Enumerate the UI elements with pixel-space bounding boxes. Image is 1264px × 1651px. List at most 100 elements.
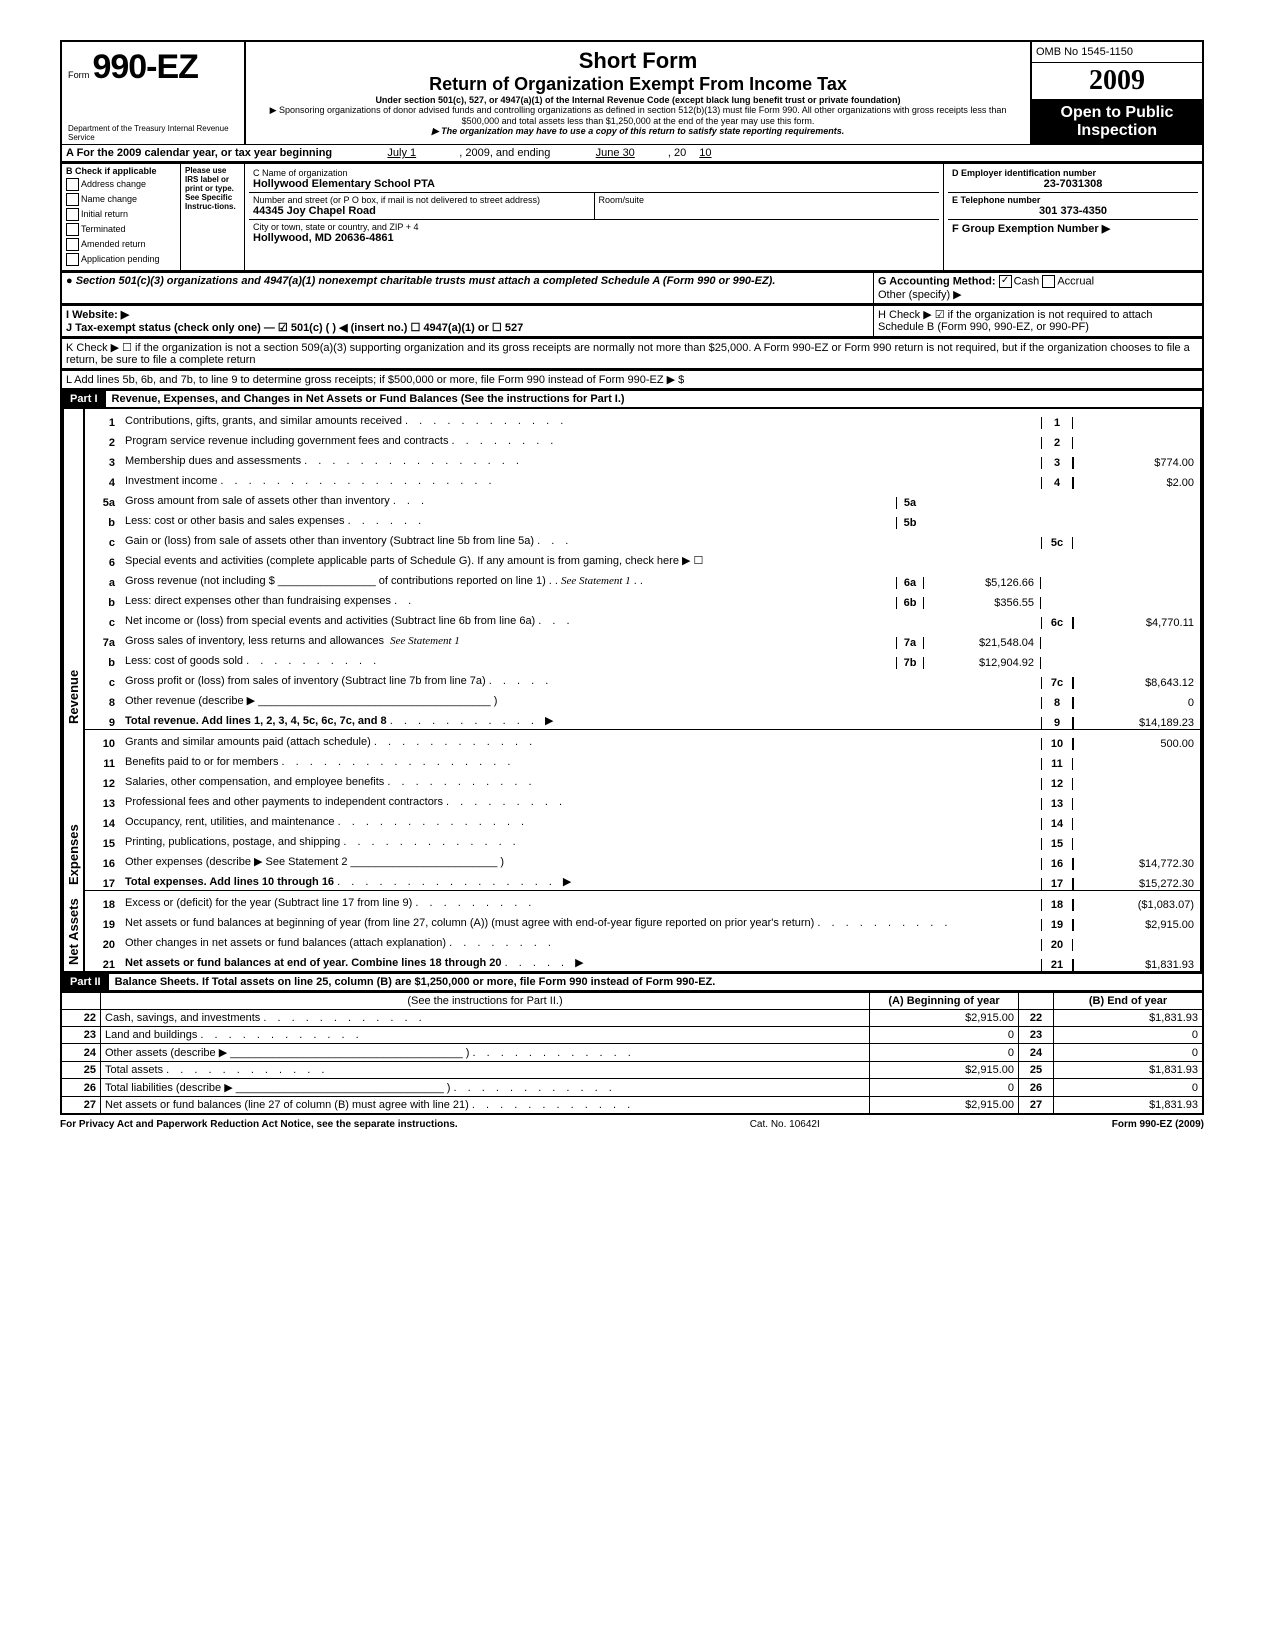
- l-label: L Add lines 5b, 6b, and 7b, to line 9 to…: [62, 371, 688, 388]
- chk-initial-return[interactable]: [66, 208, 79, 221]
- part2-label: Part II: [62, 974, 109, 990]
- l7a-desc: Gross sales of inventory, less returns a…: [125, 635, 384, 647]
- form-header: Form 990-EZ Department of the Treasury I…: [60, 40, 1204, 144]
- colA: (A) Beginning of year: [870, 993, 1019, 1010]
- subtitle: Under section 501(c), 527, or 4947(a)(1)…: [256, 95, 1020, 105]
- l6-desc: Special events and activities (complete …: [121, 552, 1041, 569]
- tax-year-begin: July 1: [347, 147, 456, 159]
- l19-desc: Net assets or fund balances at beginning…: [125, 917, 814, 929]
- part2-bar: Part II Balance Sheets. If Total assets …: [60, 973, 1204, 992]
- l7a-inner: $21,548.04: [923, 637, 1041, 649]
- section-b-heading: B Check if applicable: [66, 166, 157, 176]
- lbl-pending: Application pending: [81, 254, 160, 264]
- l15-desc: Printing, publications, postage, and shi…: [125, 836, 340, 848]
- c-label: C Name of organization: [253, 168, 935, 178]
- tax-year-yy: 10: [689, 147, 721, 159]
- l6a-desc: Gross revenue (not including $ _________…: [125, 575, 546, 587]
- line-a-text: A For the 2009 calendar year, or tax yea…: [66, 147, 332, 159]
- chk-cash[interactable]: ✓: [999, 275, 1012, 288]
- l12-desc: Salaries, other compensation, and employ…: [125, 776, 384, 788]
- note-bullet: ● Section 501(c)(3) organizations and 49…: [62, 273, 873, 303]
- row-bullet-g: ● Section 501(c)(3) organizations and 49…: [60, 272, 1204, 305]
- omb-number: OMB No 1545-1150: [1032, 42, 1202, 63]
- tax-year-end: June 30: [566, 147, 665, 159]
- k-label: K Check ▶ ☐ if the organization is not a…: [62, 339, 1202, 368]
- chk-address-change[interactable]: [66, 178, 79, 191]
- part1-label: Part I: [62, 391, 106, 407]
- l8-desc: Other revenue (describe ▶: [125, 695, 255, 707]
- form-990ez: Form 990-EZ Department of the Treasury I…: [60, 40, 1204, 1130]
- row-l: L Add lines 5b, 6b, and 7b, to line 9 to…: [60, 370, 1204, 390]
- dept-label: Department of the Treasury Internal Reve…: [68, 124, 238, 142]
- f-label: F Group Exemption Number ▶: [952, 223, 1110, 235]
- l1-desc: Contributions, gifts, grants, and simila…: [125, 415, 402, 427]
- lbl-address-change: Address change: [81, 179, 146, 189]
- row-k: K Check ▶ ☐ if the organization is not a…: [60, 338, 1204, 370]
- bs-row: 24Other assets (describe ▶ _____________…: [61, 1044, 1203, 1062]
- room-label: Room/suite: [594, 193, 940, 219]
- l6b-desc: Less: direct expenses other than fundrai…: [125, 595, 391, 607]
- org-name: Hollywood Elementary School PTA: [253, 178, 435, 190]
- revenue-block: Revenue 1Contributions, gifts, grants, a…: [60, 409, 1204, 730]
- section-b: B Check if applicable Address change Nam…: [62, 164, 181, 270]
- l17-desc: Total expenses. Add lines 10 through 16: [125, 876, 334, 888]
- cat-no: Cat. No. 10642I: [750, 1119, 820, 1130]
- l10-amt: 500.00: [1073, 738, 1200, 750]
- colB: (B) End of year: [1054, 993, 1204, 1010]
- l7b-desc: Less: cost of goods sold: [125, 655, 243, 667]
- chk-amended[interactable]: [66, 238, 79, 251]
- j-status: J Tax-exempt status (check only one) — ☑…: [66, 322, 523, 334]
- g-label: G Accounting Method:: [878, 275, 996, 287]
- l4-amt: $2.00: [1073, 477, 1200, 489]
- bs-row: 26Total liabilities (describe ▶ ________…: [61, 1079, 1203, 1097]
- l16-amt: $14,772.30: [1073, 858, 1200, 870]
- chk-terminated[interactable]: [66, 223, 79, 236]
- chk-pending[interactable]: [66, 253, 79, 266]
- l21-desc: Net assets or fund balances at end of ye…: [125, 957, 502, 969]
- part1-bar: Part I Revenue, Expenses, and Changes in…: [60, 390, 1204, 409]
- city-label: City or town, state or country, and ZIP …: [253, 222, 935, 232]
- lbl-cash: Cash: [1014, 275, 1040, 287]
- chk-accrual[interactable]: [1042, 275, 1055, 288]
- street-label: Number and street (or P O box, if mail i…: [253, 195, 590, 205]
- header-note1: ▶ Sponsoring organizations of donor advi…: [256, 105, 1020, 126]
- e-label: E Telephone number: [952, 195, 1194, 205]
- l5a-desc: Gross amount from sale of assets other t…: [125, 495, 390, 507]
- year-box: 20200909: [1032, 63, 1202, 100]
- l19-amt: $2,915.00: [1073, 919, 1200, 931]
- l6b-inner: $356.55: [923, 597, 1041, 609]
- bs-row: 25Total assets . . . . . . . . . . . .$2…: [61, 1062, 1203, 1079]
- footer: For Privacy Act and Paperwork Reduction …: [60, 1115, 1204, 1130]
- line-a-tail: , 20: [668, 147, 686, 159]
- l10-desc: Grants and similar amounts paid (attach …: [125, 736, 371, 748]
- form-number: 990-EZ: [92, 48, 198, 86]
- open-to-public: Open to Public Inspection: [1032, 100, 1202, 144]
- section-c-block: C Name of organization Hollywood Element…: [245, 164, 943, 270]
- l18-amt: ($1,083.07): [1073, 899, 1200, 911]
- l16-desc: Other expenses (describe ▶ See Statement…: [125, 856, 347, 868]
- header-left: Form 990-EZ Department of the Treasury I…: [62, 42, 246, 144]
- part1-title: Revenue, Expenses, and Changes in Net As…: [106, 391, 1202, 407]
- l5c-desc: Gain or (loss) from sale of assets other…: [125, 535, 534, 547]
- revenue-lines: 1Contributions, gifts, grants, and simil…: [83, 409, 1202, 730]
- header-note2: ▶ The organization may have to use a cop…: [256, 126, 1020, 137]
- chk-name-change[interactable]: [66, 193, 79, 206]
- header-right: OMB No 1545-1150 20200909 Open to Public…: [1030, 42, 1202, 144]
- l6a-hand: See Statement 1: [561, 575, 631, 587]
- city-value: Hollywood, MD 20636-4861: [253, 232, 394, 244]
- l7b-inner: $12,904.92: [923, 657, 1041, 669]
- l18-desc: Excess or (deficit) for the year (Subtra…: [125, 897, 412, 909]
- street-value: 44345 Joy Chapel Road: [253, 205, 376, 217]
- row-ij-h: I Website: ▶ J Tax-exempt status (check …: [60, 305, 1204, 338]
- part2-title: Balance Sheets. If Total assets on line …: [109, 974, 1202, 990]
- l21-amt: $1,831.93: [1073, 959, 1200, 971]
- form-label: Form: [68, 70, 89, 80]
- side-expenses: Expenses: [62, 730, 83, 891]
- balance-sheet-table: (See the instructions for Part II.) (A) …: [60, 992, 1204, 1115]
- line-a: A For the 2009 calendar year, or tax yea…: [60, 144, 1204, 163]
- l13-desc: Professional fees and other payments to …: [125, 796, 443, 808]
- side-netassets: Net Assets: [62, 891, 83, 971]
- form-ref: Form 990-EZ (2009): [1112, 1119, 1204, 1130]
- expenses-block: Expenses 10Grants and similar amounts pa…: [60, 730, 1204, 891]
- h-check: H Check ▶ ☑ if the organization is not r…: [873, 306, 1202, 336]
